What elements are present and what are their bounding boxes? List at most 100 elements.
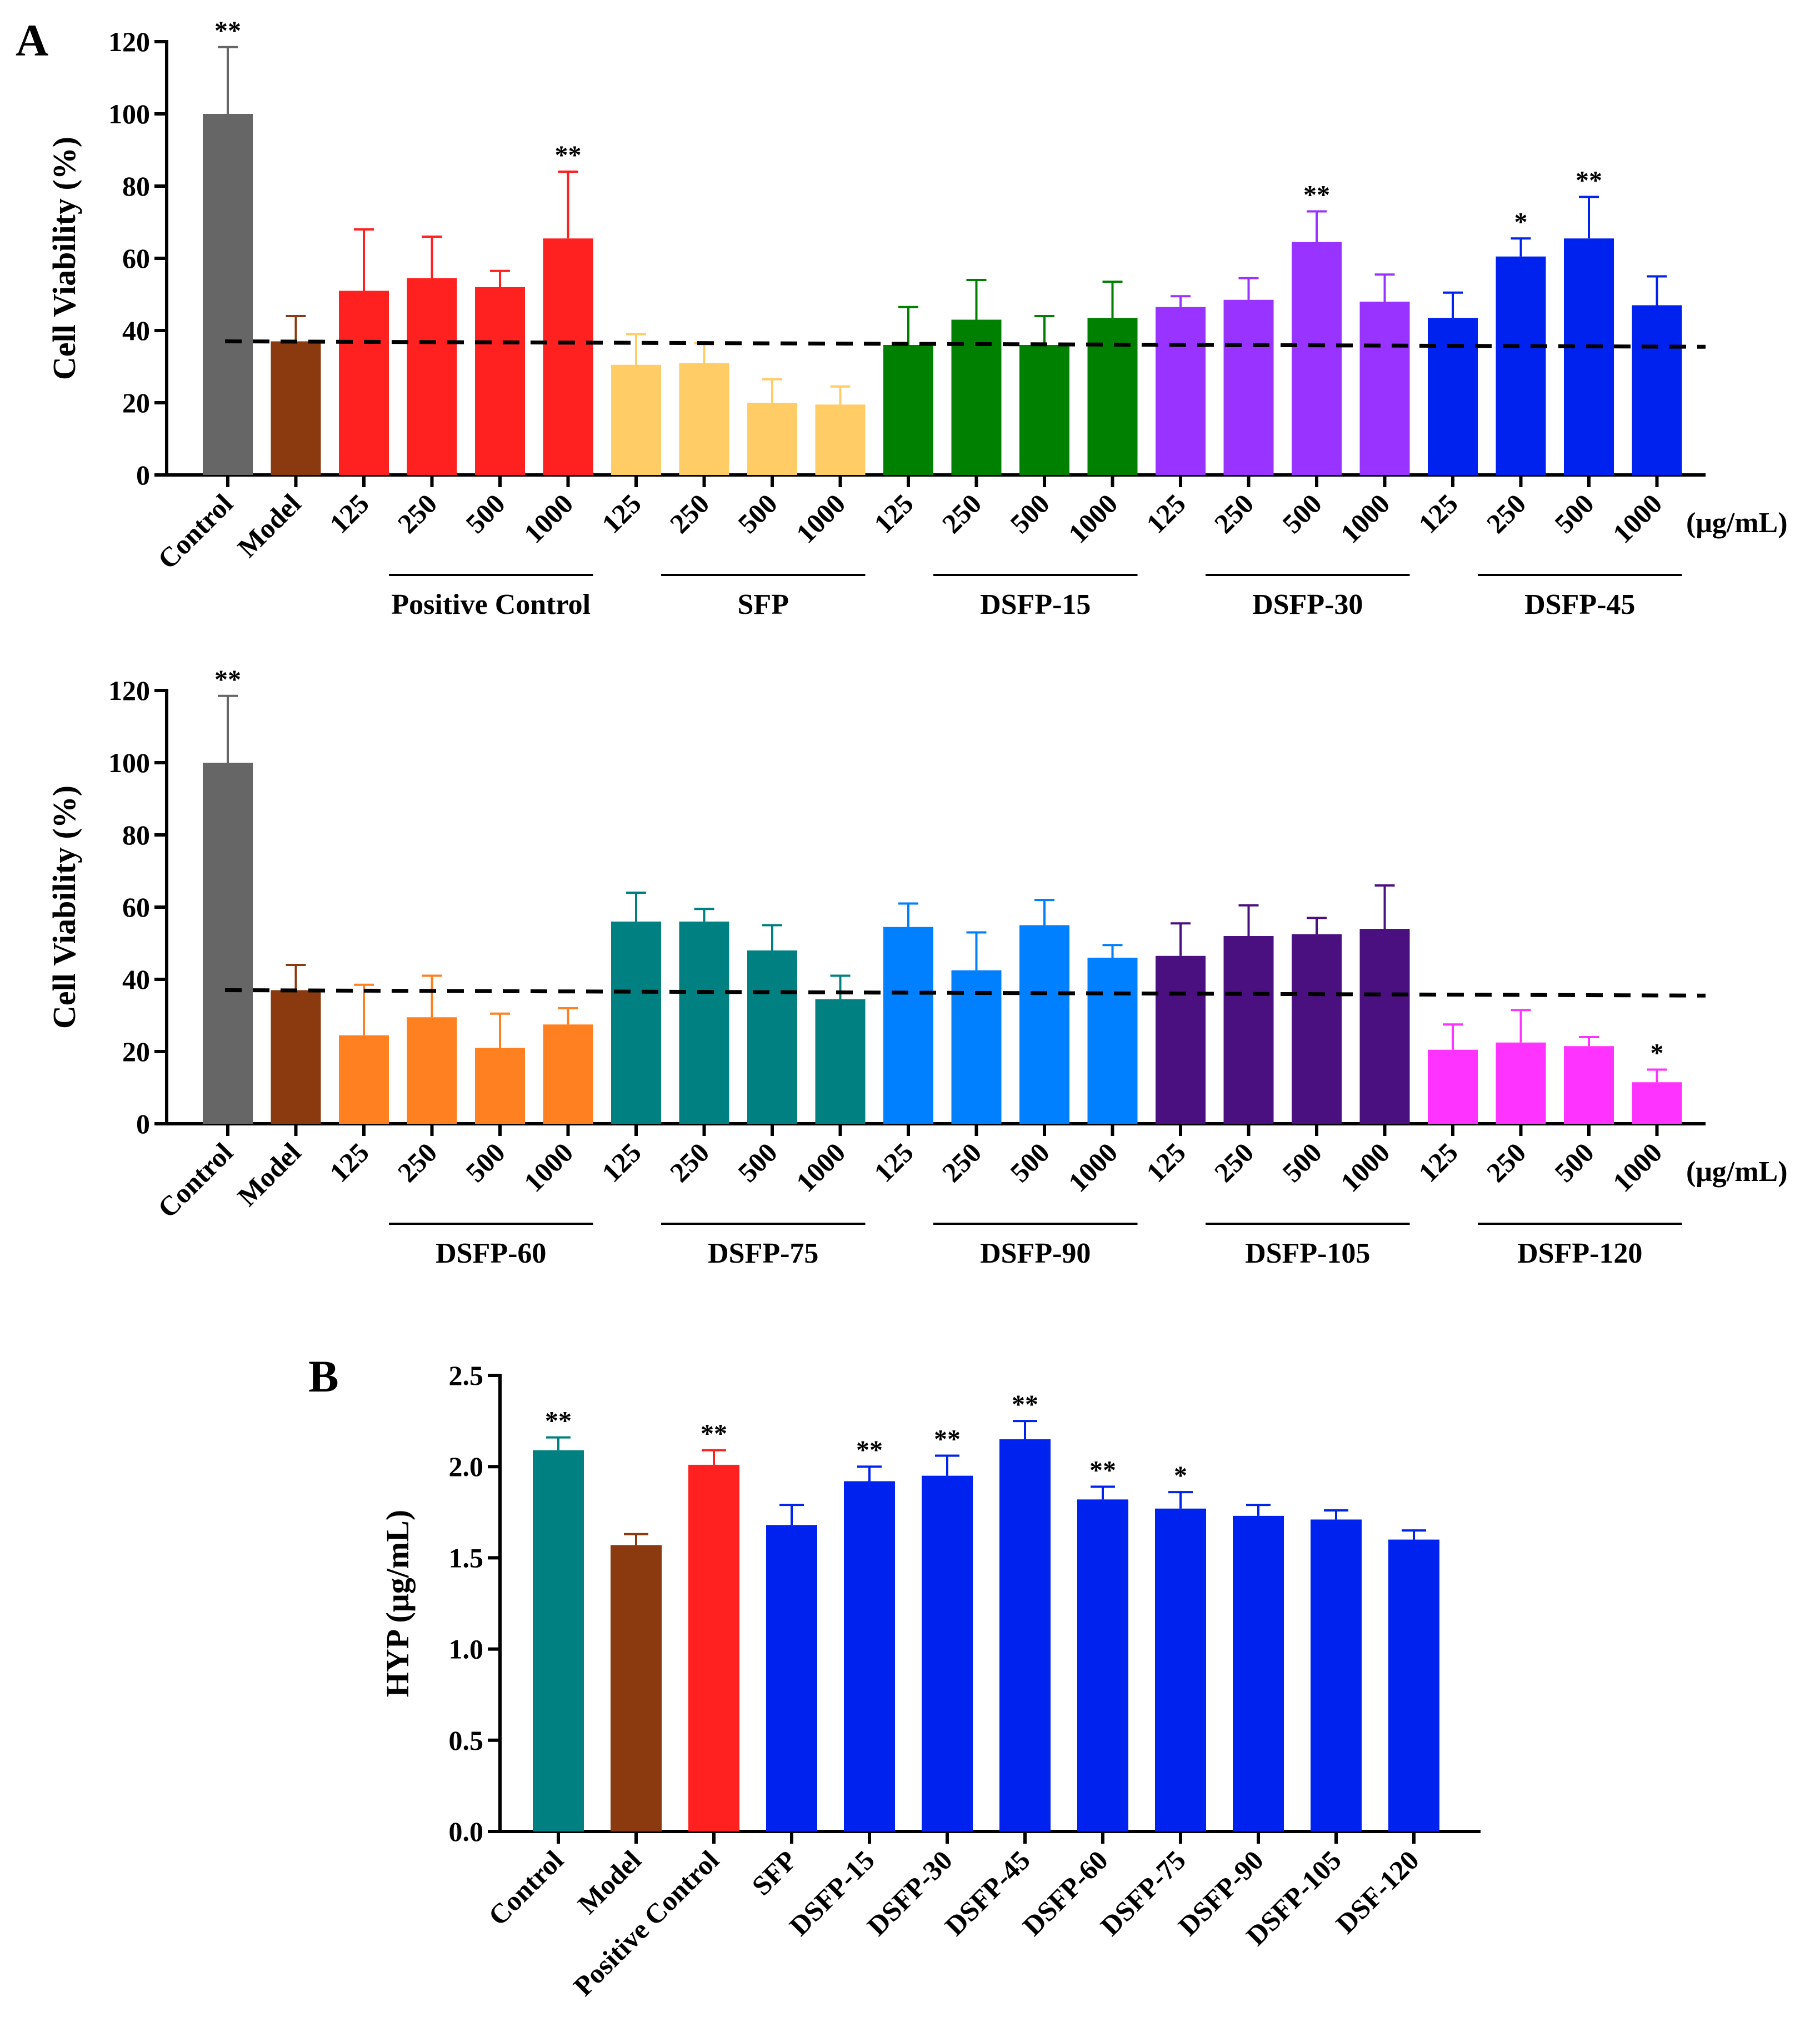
bar-dsfp-105-250-bar — [1223, 936, 1274, 1124]
concentration-label: 125 — [868, 488, 919, 539]
y-axis-label: Cell Viability (%) — [46, 785, 82, 1029]
concentration-label: 500 — [732, 488, 783, 539]
bar-dsfp-30-1000-bar — [1359, 302, 1410, 475]
concentration-label: 500 — [1004, 488, 1056, 539]
bar-dsfp-90-1000-bar — [1087, 958, 1138, 1124]
concentration-label: 1000 — [518, 488, 579, 549]
group-label: Positive Control — [391, 589, 591, 620]
y-tick-label: 40 — [122, 964, 150, 995]
bar-positive-control-significance: ** — [701, 1419, 727, 1449]
concentration-label: 125 — [1412, 488, 1464, 539]
bar-dsfp-120-125-bar — [1428, 1049, 1478, 1124]
concentration-label: 500 — [1276, 488, 1328, 539]
x-tick-label: DSFP-30 — [861, 1844, 958, 1941]
concentration-label: 500 — [1276, 1137, 1328, 1188]
y-tick-label: 2.5 — [449, 1360, 484, 1391]
concentration-label: 500 — [1548, 1137, 1600, 1188]
bar-dsfp-105-1000-bar — [1359, 929, 1410, 1124]
y-axis-label: Cell Viability (%) — [46, 137, 82, 380]
y-tick-label: 1.0 — [449, 1634, 484, 1665]
bar-dsfp-90-500-bar — [1019, 925, 1069, 1124]
y-tick-label: 120 — [108, 675, 150, 706]
concentration-label: 1000 — [790, 1137, 851, 1198]
bar-dsfp-30-bar — [922, 1475, 973, 1831]
group-label: DSFP-60 — [436, 1238, 546, 1269]
y-tick-label: 0.0 — [449, 1816, 484, 1847]
bar-positive-control-1000-bar — [543, 238, 593, 475]
bar-dsfp-60-1000-bar — [543, 1024, 593, 1124]
y-tick-label: 20 — [122, 387, 150, 418]
bar-dsfp-60-500-bar — [475, 1048, 525, 1124]
bar-sfp-500-bar — [747, 403, 797, 475]
bar-dsfp-45-bar — [999, 1439, 1051, 1831]
bar-dsfp-30-125-bar — [1156, 307, 1206, 475]
y-tick-label: 20 — [122, 1036, 150, 1067]
bar-dsfp-75-125-bar — [611, 922, 661, 1124]
concentration-label: 250 — [1481, 488, 1532, 539]
y-tick-label: 2.0 — [449, 1451, 484, 1482]
concentration-label: 250 — [392, 488, 443, 539]
bar-dsfp-30-significance: ** — [934, 1424, 961, 1454]
bar-dsfp-75-significance: * — [1174, 1461, 1187, 1490]
y-tick-label: 40 — [122, 315, 150, 346]
group-label: DSFP-120 — [1517, 1238, 1642, 1269]
bar-dsfp-75-bar — [1155, 1508, 1206, 1831]
concentration-label: 250 — [936, 1137, 988, 1188]
bar-positive-control-125-bar — [339, 291, 389, 475]
concentration-label: 500 — [1548, 488, 1600, 539]
x-tick-label: Positive Control — [567, 1844, 725, 2002]
x-tick-label: Control — [482, 1844, 569, 1931]
bar-dsfp-120-250-bar — [1496, 1042, 1546, 1124]
bar-positive-control-bar — [688, 1464, 739, 1831]
x-tick-label: Model — [572, 1844, 647, 1920]
concentration-label: 125 — [323, 488, 375, 539]
bar-sfp-bar — [766, 1525, 817, 1831]
concentration-label: 500 — [459, 1137, 511, 1188]
group-label: DSFP-90 — [980, 1238, 1091, 1269]
bar-dsfp-60-250-bar — [407, 1017, 457, 1124]
bar-dsfp-60-significance: ** — [1089, 1455, 1116, 1485]
bar-dsfp-90-bar — [1233, 1515, 1284, 1831]
panel-label-b: B — [308, 1351, 339, 1402]
bar-dsfp-45-500-significance: ** — [1576, 166, 1602, 196]
concentration-label: 250 — [664, 488, 716, 539]
panel-label-a: A — [16, 15, 48, 66]
bar-dsfp-90-250-bar — [951, 970, 1002, 1124]
x-tick-label: Model — [231, 1137, 307, 1212]
bar-model-bar — [611, 1545, 662, 1831]
concentration-label: 500 — [459, 488, 511, 539]
bar-control-significance: ** — [214, 16, 241, 46]
concentration-label: 1000 — [1062, 1137, 1123, 1198]
concentration-label: 1000 — [1334, 1137, 1396, 1198]
y-axis-label: HYP (μg/mL) — [379, 1510, 416, 1697]
bar-dsfp-45-500-bar — [1564, 238, 1614, 475]
x-tick-label: DSF-120 — [1330, 1844, 1425, 1939]
concentration-label: 500 — [732, 1137, 783, 1188]
bar-control-bar — [203, 763, 253, 1124]
concentration-label: 125 — [1140, 1137, 1192, 1188]
bar-dsfp-105-500-bar — [1292, 934, 1342, 1124]
chart-b-hyp: 0.0 0.5 1.0 1.5 2.0 2.5 HYP (μg/mL) ** Control Mo… — [379, 1360, 1481, 2002]
x-tick-label: Control — [152, 1137, 239, 1224]
concentration-label: 1000 — [1607, 1137, 1668, 1198]
bar-dsfp-75-500-bar — [747, 950, 797, 1124]
x-tick-label: DSFP-15 — [783, 1844, 881, 1941]
y-tick-label: 120 — [108, 26, 150, 57]
group-label: DSFP-30 — [1252, 589, 1363, 620]
x-tick-label: DSFP-45 — [939, 1844, 1036, 1941]
bar-dsfp-15-1000-bar — [1087, 318, 1138, 475]
group-label: DSFP-45 — [1524, 589, 1635, 620]
y-tick-label: 60 — [122, 243, 150, 274]
y-tick-label: 1.5 — [449, 1542, 484, 1573]
concentration-label: 1000 — [790, 488, 851, 549]
concentration-label: 125 — [1412, 1137, 1464, 1188]
y-tick-label: 80 — [122, 819, 150, 850]
bar-dsfp-30-500-bar — [1292, 242, 1342, 475]
bar-dsfp-45-125-bar — [1428, 318, 1478, 475]
bar-dsfp-45-significance: ** — [1012, 1390, 1038, 1419]
bar-control-bar — [203, 114, 253, 475]
concentration-label: 250 — [392, 1137, 443, 1188]
bar-model-bar — [271, 341, 321, 475]
concentration-label: 1000 — [1062, 488, 1123, 549]
